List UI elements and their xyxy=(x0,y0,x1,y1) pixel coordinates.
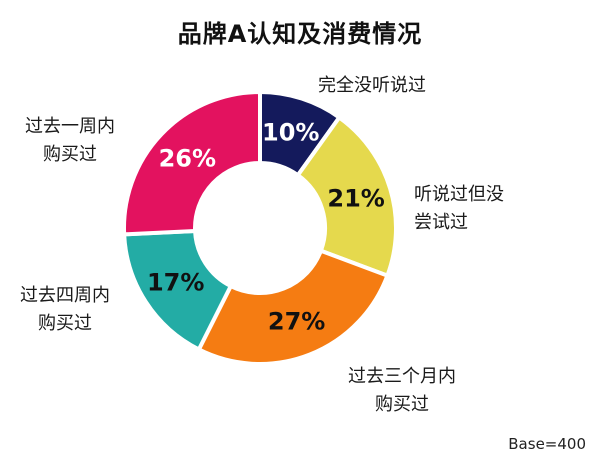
donut-slice xyxy=(122,90,262,237)
slice-value-label: 17% xyxy=(147,269,204,297)
donut-slice xyxy=(196,248,390,366)
base-footnote: Base=400 xyxy=(508,435,586,453)
category-label: 过去一周内 购买过 xyxy=(25,116,115,165)
category-label: 听说过但没 尝试过 xyxy=(414,184,504,233)
slice-value-label: 10% xyxy=(262,118,319,146)
category-label: 完全没听说过 xyxy=(318,75,426,96)
category-label: 过去三个月内 购买过 xyxy=(348,366,456,415)
donut-slice xyxy=(295,115,398,278)
slice-value-label: 21% xyxy=(327,185,384,213)
chart-title: 品牌A认知及消费情况 xyxy=(177,20,423,48)
slice-value-label: 27% xyxy=(268,308,325,336)
category-label: 过去四周内 购买过 xyxy=(20,285,110,334)
slice-value-label: 26% xyxy=(159,145,216,173)
